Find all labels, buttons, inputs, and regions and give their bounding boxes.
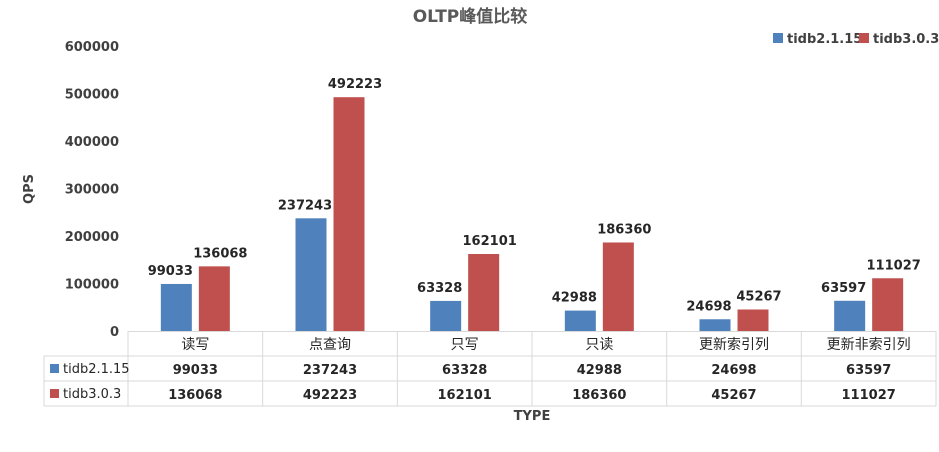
data-label: 237243: [278, 198, 332, 213]
table-cell: 42988: [577, 363, 622, 378]
bar-tidb2.1.15-只读: [564, 310, 596, 331]
category-label: 只读: [585, 336, 613, 353]
table-cell: 492223: [303, 388, 357, 403]
bar-tidb3.0.3-更新非索引列: [872, 278, 904, 331]
category-label: 点查询: [309, 337, 351, 353]
bar-tidb2.1.15-只写: [430, 300, 462, 331]
data-label: 63597: [821, 281, 866, 296]
legend-label: tidb3.0.3: [873, 32, 939, 47]
table-cell: 24698: [711, 363, 756, 378]
category-label: 只写: [451, 337, 479, 353]
data-label: 24698: [686, 299, 731, 314]
y-axis-title: QPS: [22, 174, 37, 204]
data-label: 63328: [417, 281, 462, 296]
bars-layer: [160, 97, 904, 331]
data-label: 492223: [328, 77, 382, 92]
bar-tidb2.1.15-更新索引列: [699, 319, 731, 331]
legend: tidb2.1.15 tidb3.0.3: [773, 32, 939, 47]
bar-tidb3.0.3-只读: [602, 242, 634, 331]
y-tick-label: 400000: [65, 135, 119, 150]
data-label: 99033: [148, 264, 193, 279]
bar-tidb3.0.3-更新索引列: [737, 309, 769, 331]
data-label: 42988: [552, 291, 597, 306]
table-legend-key: [50, 389, 59, 398]
data-label: 162101: [463, 234, 517, 249]
data-label: 45267: [736, 289, 781, 304]
category-label: 更新非索引列: [827, 336, 911, 353]
table-legend-key: [50, 364, 59, 373]
category-label: 更新索引列: [699, 336, 769, 353]
table-row-header: tidb2.1.15: [63, 362, 130, 377]
y-tick-label: 100000: [65, 278, 119, 293]
table-cell: 45267: [711, 388, 756, 403]
table-cell: 99033: [173, 363, 218, 378]
data-label: 186360: [597, 222, 651, 237]
table-row-header: tidb3.0.3: [63, 387, 121, 402]
table-cell: 162101: [438, 388, 492, 403]
data-table: 读写 点查询 只写 只读 更新索引列 更新非索引列 tidb2.1.15 99033 23724…: [43, 331, 937, 407]
table-cell: 63597: [846, 363, 891, 378]
y-tick-label: 200000: [65, 230, 119, 245]
y-tick-label: 500000: [65, 88, 119, 103]
category-label: 读写: [181, 336, 209, 353]
bar-tidb2.1.15-读写: [160, 283, 192, 331]
table-cell: 136068: [168, 388, 222, 403]
chart-title: OLTP峰值比较: [413, 6, 528, 27]
bar-tidb2.1.15-点查询: [295, 218, 327, 331]
legend-swatch: [859, 33, 869, 43]
y-tick-label: 0: [110, 325, 119, 340]
bar-tidb3.0.3-点查询: [333, 97, 365, 331]
table-cell: 237243: [303, 363, 357, 378]
x-axis-title: TYPE: [514, 409, 551, 424]
data-labels-layer: 99033 237243 63328 42988 24698 63597 136068 492…: [148, 77, 921, 314]
table-cell: 186360: [572, 388, 626, 403]
bar-tidb3.0.3-读写: [198, 266, 230, 331]
table-cell: 111027: [842, 388, 896, 403]
bar-tidb2.1.15-更新非索引列: [834, 300, 866, 331]
bar-tidb3.0.3-只写: [468, 254, 500, 331]
y-tick-label: 600000: [65, 40, 119, 55]
data-label: 136068: [193, 246, 247, 261]
legend-label: tidb2.1.15: [787, 32, 862, 47]
data-label: 111027: [867, 258, 921, 273]
axis-layer: 0 100000 200000 300000 400000 500000 600000: [65, 40, 936, 340]
table-cell: 63328: [442, 363, 487, 378]
legend-swatch: [773, 33, 783, 43]
y-tick-label: 300000: [65, 183, 119, 198]
